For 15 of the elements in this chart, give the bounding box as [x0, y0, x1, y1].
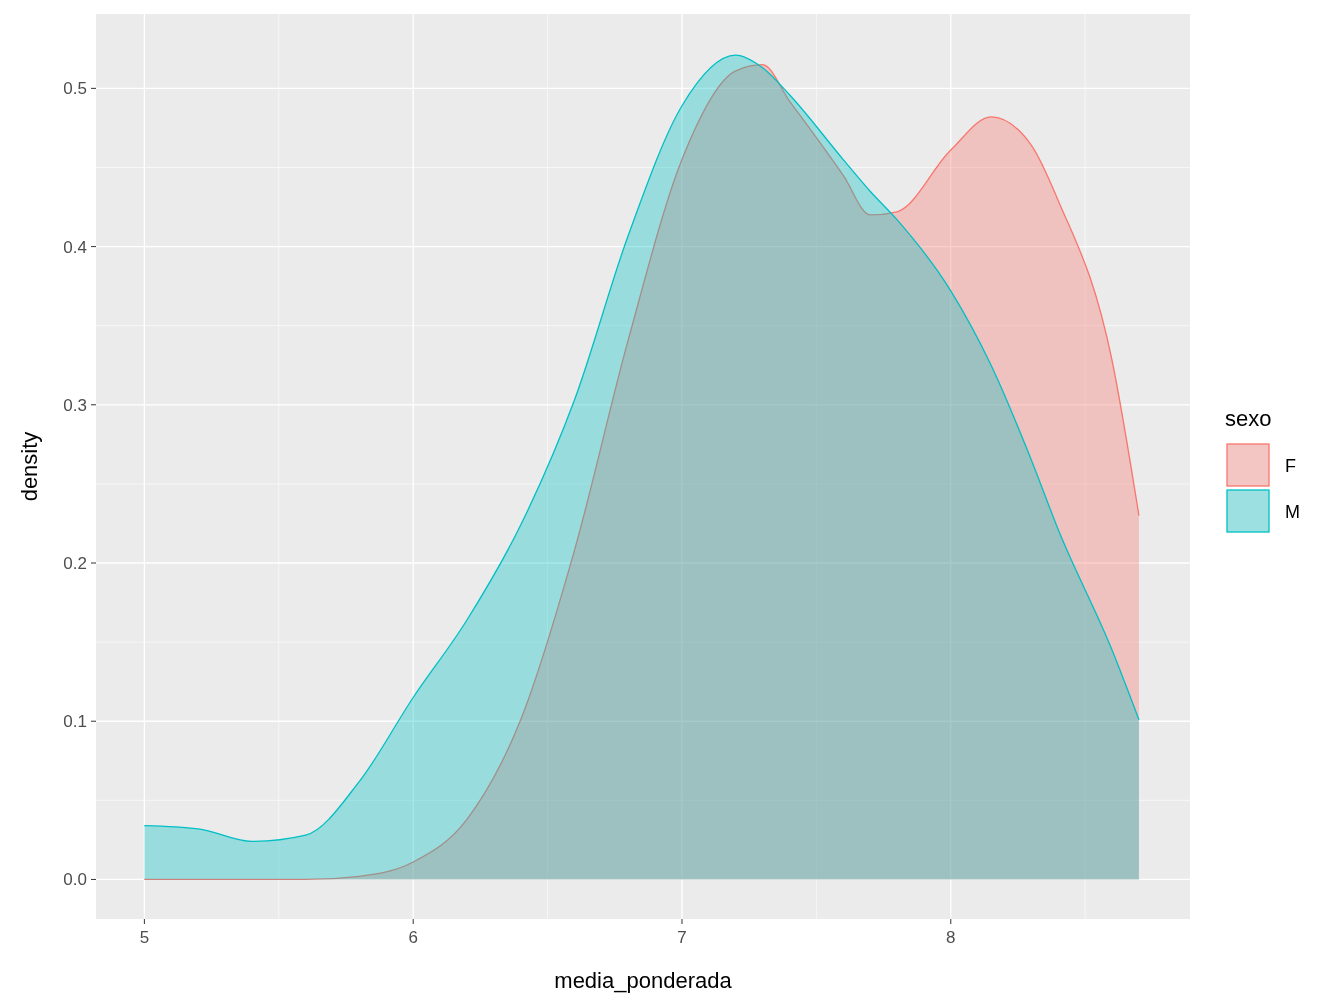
y-tick-label: 0.3 [63, 395, 87, 415]
legend-title: sexo [1225, 406, 1272, 431]
y-tick-label: 0.4 [63, 237, 87, 257]
x-axis-title: media_ponderada [554, 968, 733, 993]
x-tick-label: 7 [677, 928, 687, 947]
y-tick-label: 0.5 [63, 79, 87, 99]
x-tick-label: 5 [139, 928, 150, 947]
legend-label: M [1285, 502, 1300, 522]
y-tick-label: 0.0 [63, 870, 87, 890]
legend-label: F [1285, 456, 1296, 476]
y-tick-label: 0.2 [63, 554, 87, 574]
x-tick-label: 8 [946, 928, 956, 947]
y-axis-title: density [17, 431, 42, 502]
x-tick-label: 6 [408, 928, 418, 947]
y-tick-label: 0.1 [63, 712, 87, 732]
